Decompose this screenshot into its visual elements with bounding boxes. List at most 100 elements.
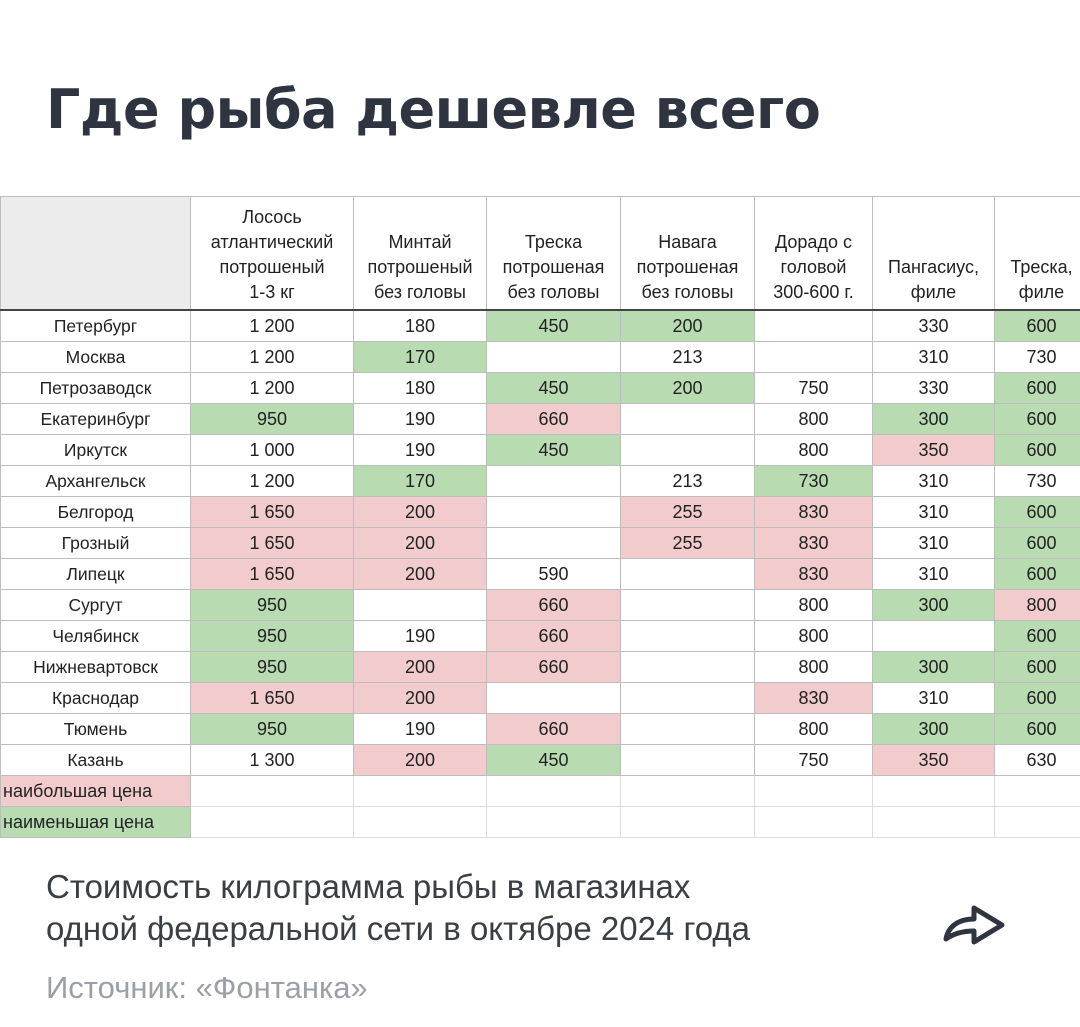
header-cell: Минтай потрошеный без головы — [353, 196, 487, 311]
source-credit: Источник: «Фонтанка» — [46, 970, 368, 1005]
table-row: Екатеринбург 950 190 660 800 300 600 — [0, 403, 1080, 435]
price-cell: 450 — [486, 434, 621, 466]
table-row: Тюмень 950 190 660 800 300 600 — [0, 713, 1080, 745]
city-cell: Петербург — [0, 309, 191, 342]
city-cell: Тюмень — [0, 713, 191, 745]
price-cell: 950 — [190, 403, 354, 435]
header-cell: Навага потрошеная без головы — [620, 196, 755, 311]
price-cell: 310 — [872, 527, 995, 559]
city-cell: Белгород — [0, 496, 191, 528]
price-cell: 600 — [994, 496, 1080, 528]
price-cell: 600 — [994, 682, 1080, 714]
empty-cell — [994, 775, 1080, 807]
caption: Стоимость килограмма рыбы в магазинах од… — [46, 866, 750, 950]
header-cell: Треска, филе — [994, 196, 1080, 311]
price-cell: 730 — [994, 465, 1080, 497]
price-cell: 450 — [486, 372, 621, 404]
caption-line: одной федеральной сети в октябре 2024 го… — [46, 910, 751, 947]
price-cell: 830 — [754, 527, 873, 559]
price-cell: 630 — [994, 744, 1080, 776]
price-cell — [486, 682, 621, 714]
table-row: Грозный 1 650 200 255 830 310 600 — [0, 527, 1080, 559]
price-cell: 450 — [486, 744, 621, 776]
price-cell — [872, 620, 995, 652]
price-cell: 190 — [353, 434, 487, 466]
price-cell: 310 — [872, 465, 995, 497]
price-cell: 300 — [872, 651, 995, 683]
header-cell: Лосось атлантический потрошеный 1-3 кг — [190, 196, 354, 311]
empty-cell — [754, 775, 873, 807]
table-row: Липецк 1 650 200 590 830 310 600 — [0, 558, 1080, 590]
table-row: Белгород 1 650 200 255 830 310 600 — [0, 496, 1080, 528]
price-cell: 660 — [486, 620, 621, 652]
price-cell: 800 — [754, 589, 873, 621]
price-cell: 1 200 — [190, 372, 354, 404]
page-title: Где рыба дешевле всего — [46, 78, 821, 141]
price-cell: 1 650 — [190, 527, 354, 559]
price-cell — [754, 341, 873, 373]
price-cell — [754, 309, 873, 342]
empty-cell — [486, 806, 621, 838]
price-cell: 190 — [353, 620, 487, 652]
price-cell: 330 — [872, 372, 995, 404]
price-cell: 600 — [994, 434, 1080, 466]
table-header-row: Лосось атлантический потрошеный 1-3 кг М… — [0, 196, 1080, 311]
price-cell: 600 — [994, 651, 1080, 683]
price-cell: 1 000 — [190, 434, 354, 466]
price-cell: 300 — [872, 713, 995, 745]
price-cell: 1 650 — [190, 558, 354, 590]
price-cell: 330 — [872, 309, 995, 342]
price-cell: 800 — [754, 620, 873, 652]
price-cell: 800 — [754, 403, 873, 435]
price-cell — [486, 341, 621, 373]
price-cell — [620, 620, 755, 652]
price-cell: 300 — [872, 589, 995, 621]
price-cell: 310 — [872, 558, 995, 590]
price-cell: 590 — [486, 558, 621, 590]
price-cell — [620, 403, 755, 435]
share-arrow-icon — [943, 905, 1005, 945]
price-cell: 200 — [353, 744, 487, 776]
table-row: Сургут 950 660 800 300 800 — [0, 589, 1080, 621]
price-cell: 255 — [620, 496, 755, 528]
price-cell: 950 — [190, 651, 354, 683]
price-cell: 170 — [353, 341, 487, 373]
price-cell — [620, 682, 755, 714]
table-row: Нижневартовск 950 200 660 800 300 600 — [0, 651, 1080, 683]
price-cell: 200 — [353, 558, 487, 590]
header-corner-cell — [0, 196, 191, 311]
price-cell: 190 — [353, 713, 487, 745]
price-cell: 950 — [190, 713, 354, 745]
price-cell: 830 — [754, 682, 873, 714]
price-cell: 600 — [994, 372, 1080, 404]
price-cell: 200 — [620, 309, 755, 342]
header-cell: Треска потрошеная без головы — [486, 196, 621, 311]
price-cell — [486, 496, 621, 528]
price-cell — [620, 434, 755, 466]
price-cell: 1 300 — [190, 744, 354, 776]
city-cell: Липецк — [0, 558, 191, 590]
price-cell: 660 — [486, 651, 621, 683]
price-cell: 800 — [754, 713, 873, 745]
price-cell: 1 650 — [190, 496, 354, 528]
share-button[interactable] — [940, 895, 1012, 951]
price-cell: 190 — [353, 403, 487, 435]
price-cell: 213 — [620, 465, 755, 497]
price-cell: 180 — [353, 309, 487, 342]
table-row: Краснодар 1 650 200 830 310 600 — [0, 682, 1080, 714]
empty-cell — [353, 806, 487, 838]
city-cell: Екатеринбург — [0, 403, 191, 435]
price-cell: 600 — [994, 713, 1080, 745]
table-row: Петрозаводск 1 200 180 450 200 750 330 600 — [0, 372, 1080, 404]
empty-cell — [872, 806, 995, 838]
price-cell: 200 — [353, 682, 487, 714]
city-cell: Петрозаводск — [0, 372, 191, 404]
empty-cell — [353, 775, 487, 807]
price-table: Лосось атлантический потрошеный 1-3 кг М… — [0, 196, 1080, 838]
city-cell: Архангельск — [0, 465, 191, 497]
empty-cell — [620, 775, 755, 807]
price-cell: 310 — [872, 682, 995, 714]
price-cell: 310 — [872, 341, 995, 373]
price-cell — [620, 651, 755, 683]
city-cell: Казань — [0, 744, 191, 776]
